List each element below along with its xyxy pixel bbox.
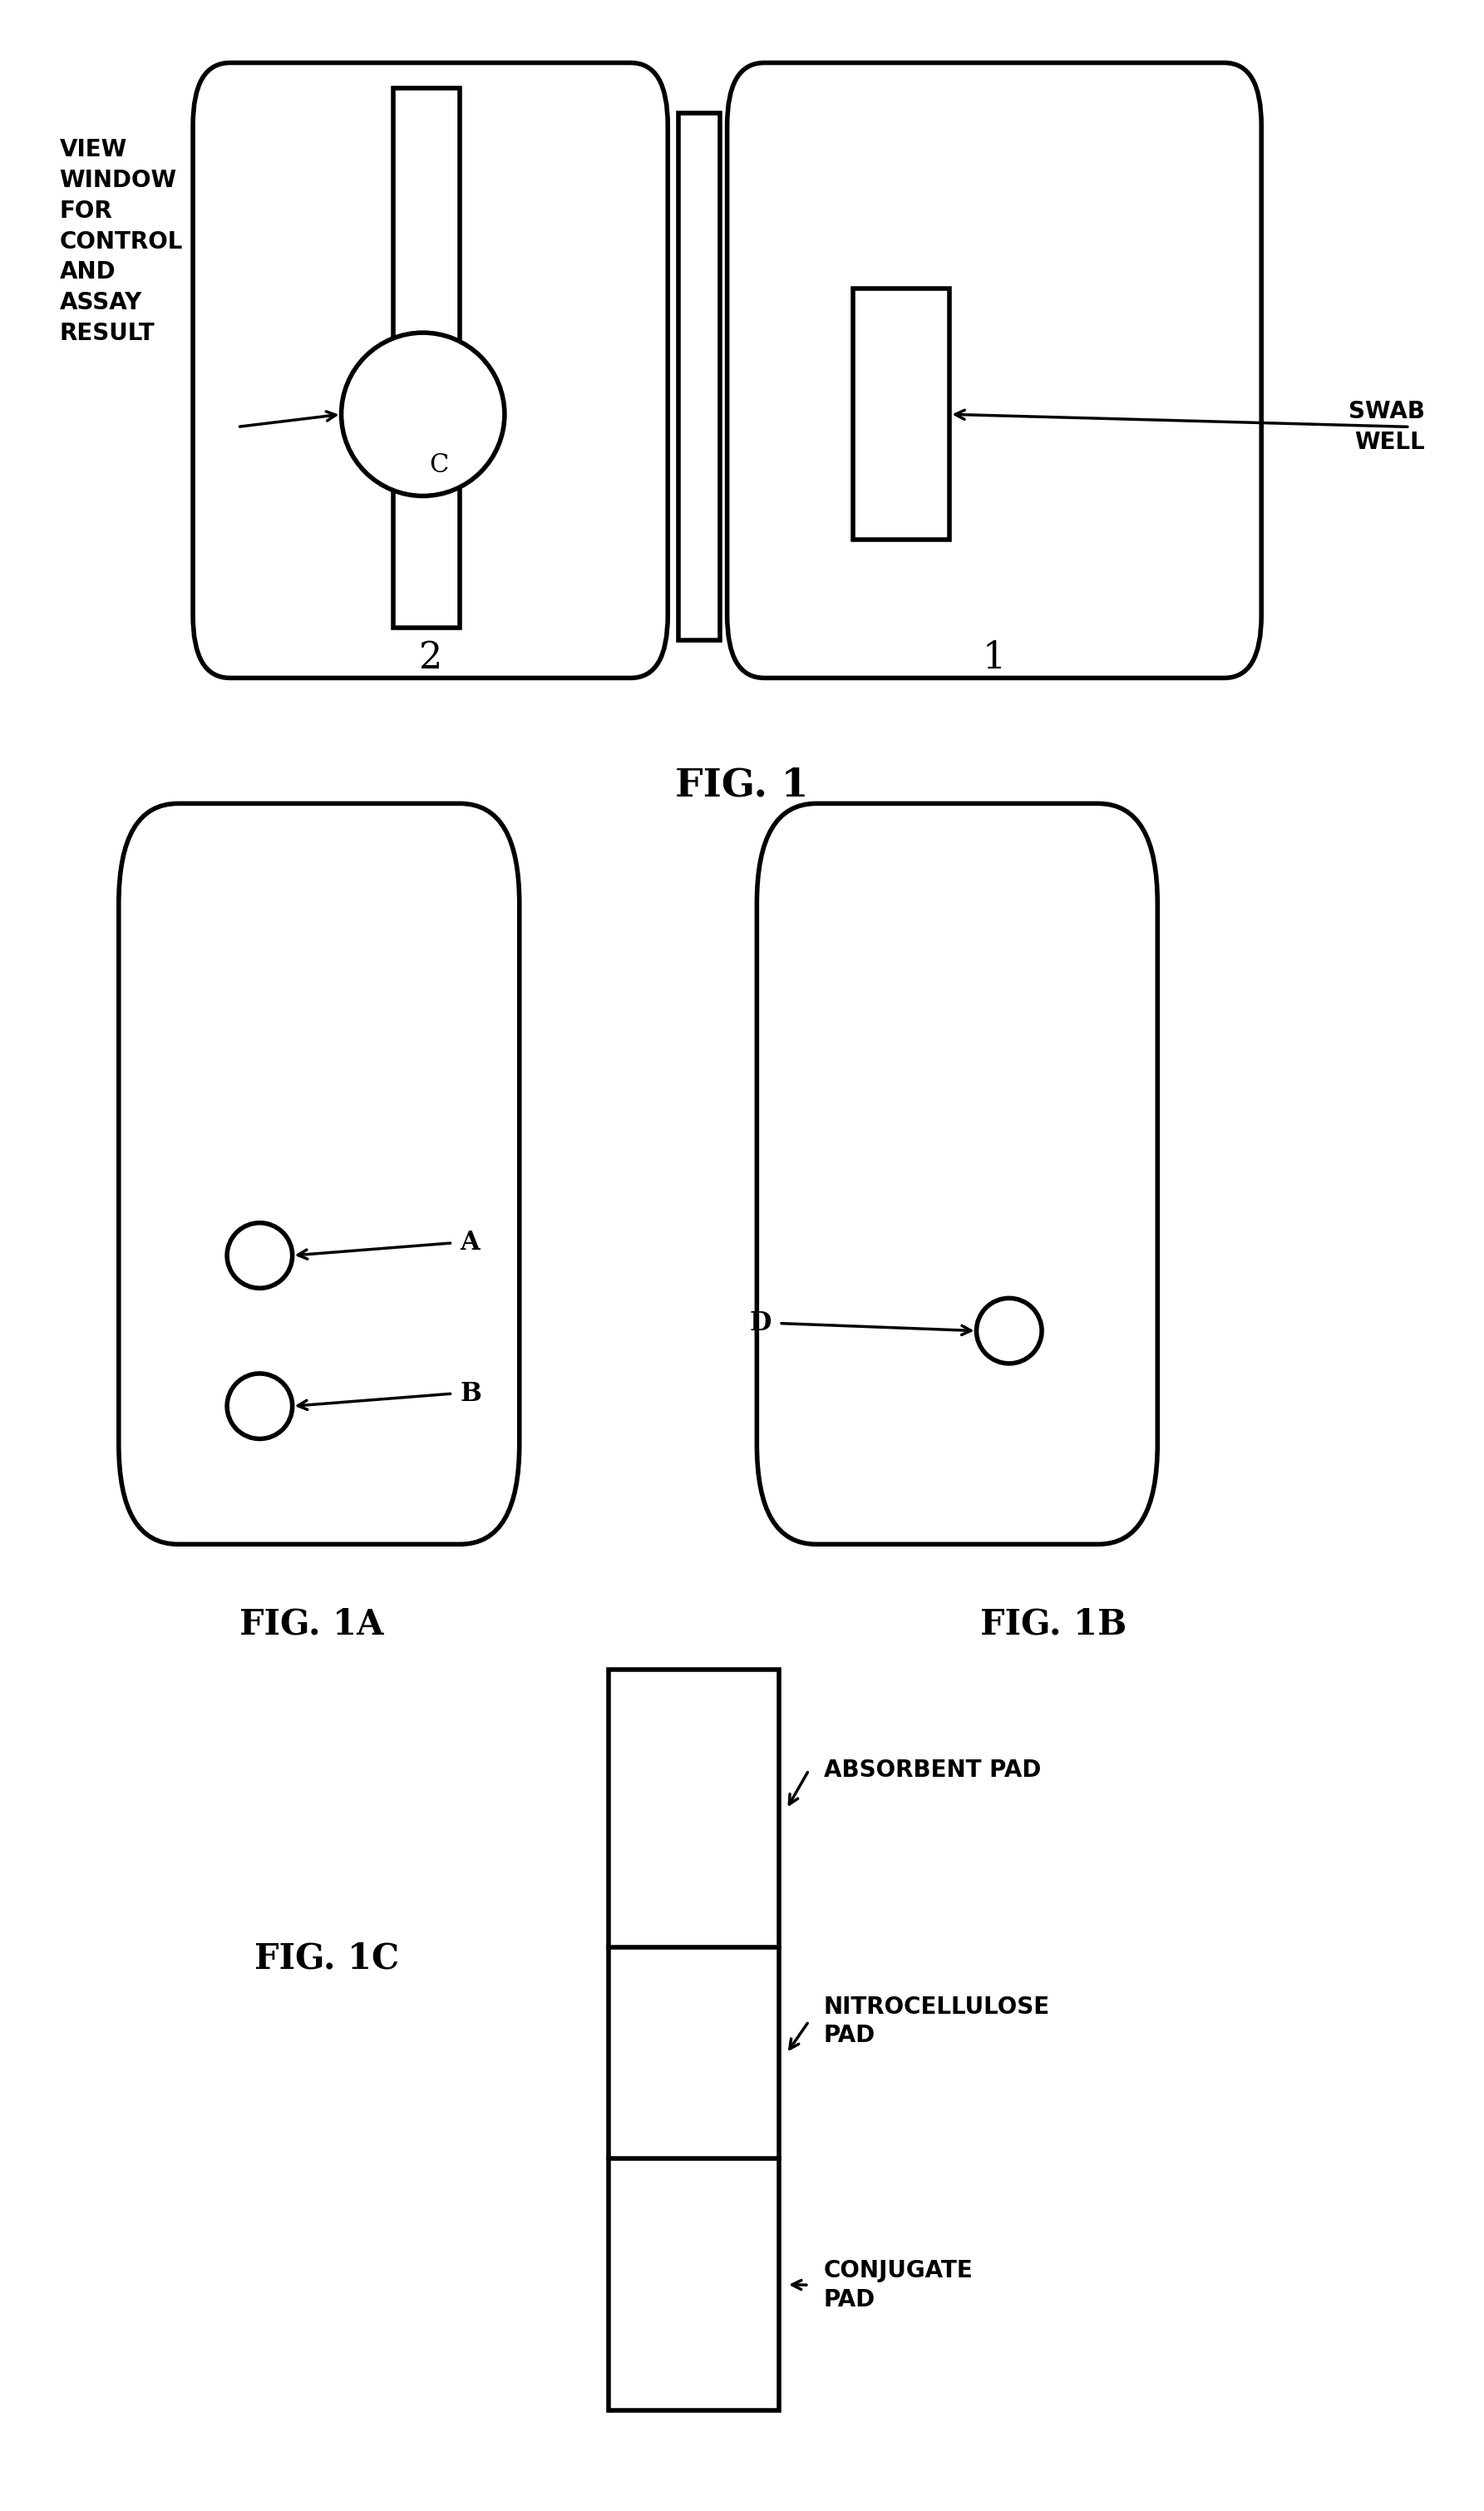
Text: FIG. 1B: FIG. 1B: [981, 1607, 1126, 1642]
Ellipse shape: [227, 1374, 292, 1439]
Text: CONJUGATE
PAD: CONJUGATE PAD: [824, 2260, 974, 2310]
Text: ABSORBENT PAD: ABSORBENT PAD: [824, 1758, 1040, 1783]
FancyBboxPatch shape: [119, 804, 519, 1544]
Bar: [393, 88, 460, 628]
Text: C: C: [429, 452, 448, 477]
Text: FIG. 1C: FIG. 1C: [254, 1941, 399, 1976]
Text: NITROCELLULOSE
PAD: NITROCELLULOSE PAD: [824, 1996, 1049, 2046]
Bar: [853, 289, 950, 540]
Text: FIG. 1A: FIG. 1A: [239, 1607, 384, 1642]
Text: D: D: [749, 1311, 772, 1336]
Bar: [608, 1670, 779, 2411]
Text: A: A: [460, 1230, 479, 1256]
Bar: [678, 113, 720, 138]
Ellipse shape: [227, 1223, 292, 1288]
Text: SWAB
WELL: SWAB WELL: [1347, 399, 1425, 454]
Bar: [678, 113, 720, 640]
FancyBboxPatch shape: [757, 804, 1158, 1544]
FancyBboxPatch shape: [193, 63, 668, 678]
Text: 2: 2: [418, 640, 442, 675]
Ellipse shape: [341, 331, 505, 497]
FancyBboxPatch shape: [727, 63, 1261, 678]
Text: B: B: [460, 1381, 481, 1406]
Bar: [678, 615, 720, 640]
Ellipse shape: [976, 1298, 1042, 1363]
Text: 1: 1: [982, 640, 1006, 675]
Text: FIG. 1: FIG. 1: [675, 766, 809, 804]
Text: VIEW
WINDOW
FOR
CONTROL
AND
ASSAY
RESULT: VIEW WINDOW FOR CONTROL AND ASSAY RESULT: [59, 138, 183, 344]
